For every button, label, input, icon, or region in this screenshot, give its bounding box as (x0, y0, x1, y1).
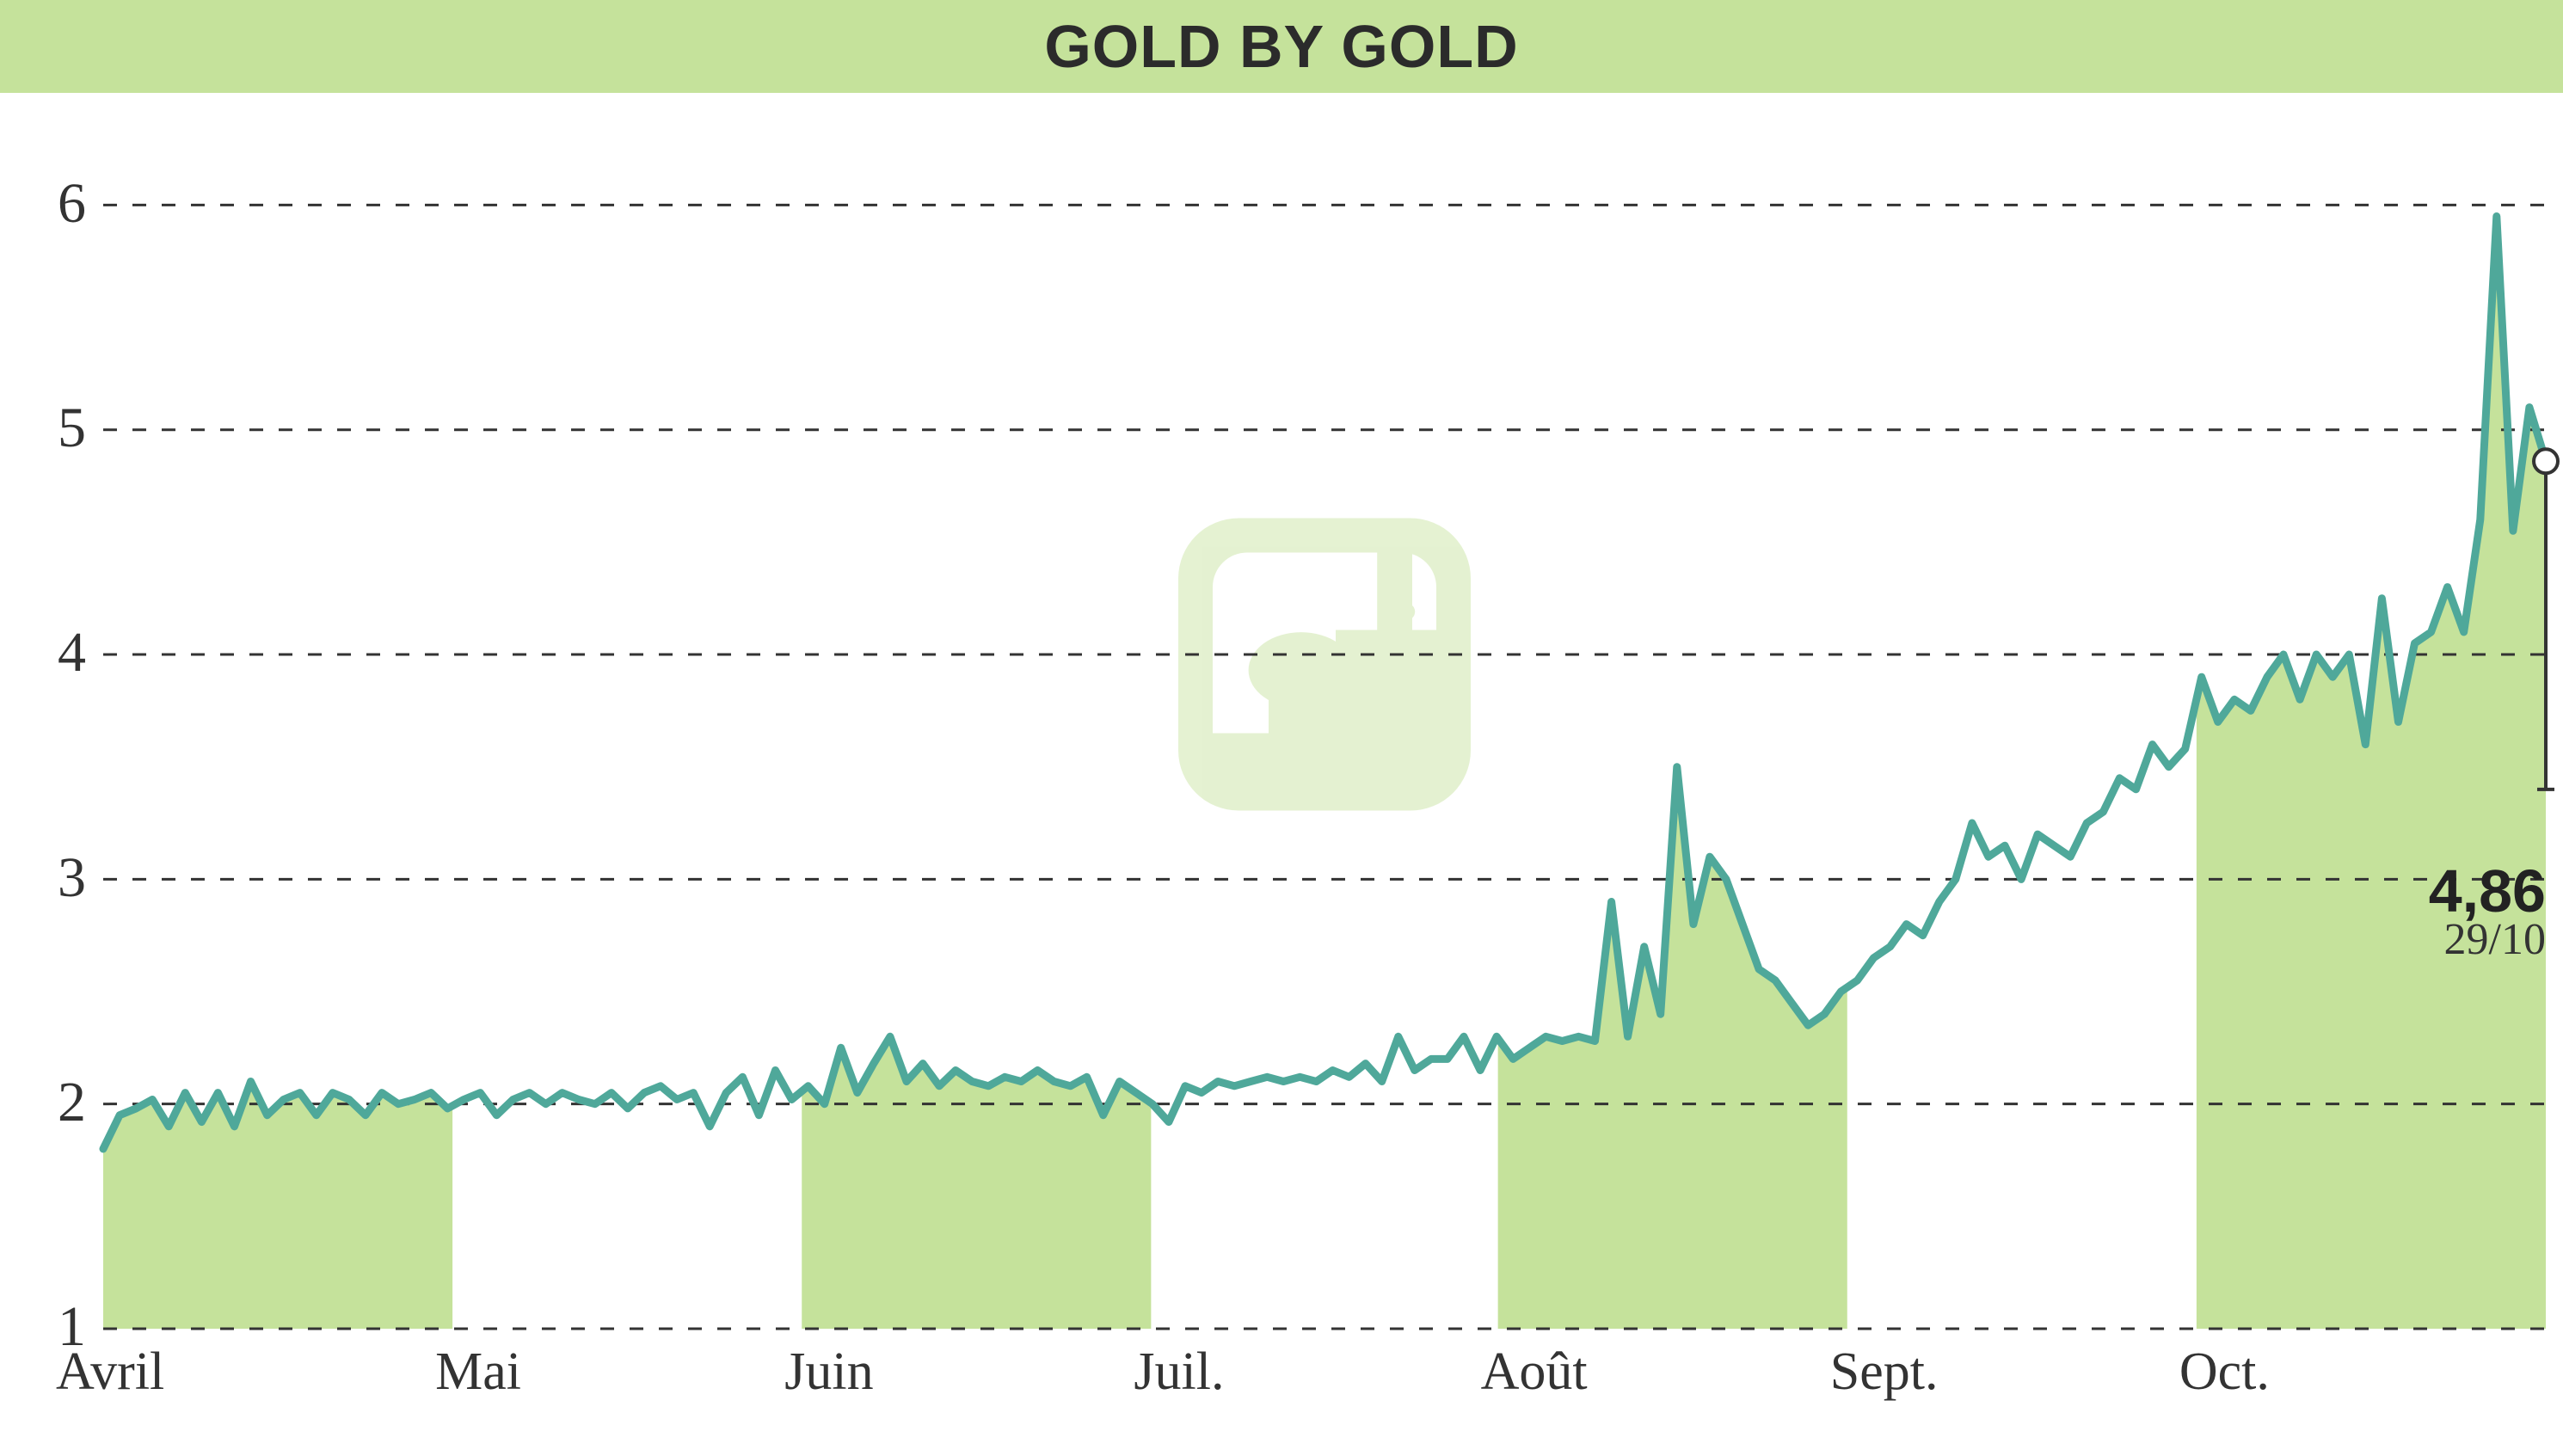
y-tick-label: 3 (0, 845, 86, 911)
y-tick-label: 5 (0, 396, 86, 461)
x-tick-label: Sept. (1830, 1342, 1939, 1403)
x-tick-label: Août (1481, 1342, 1588, 1403)
chart-plot (0, 0, 2563, 1456)
chart-container: GOLD BY GOLD 123456 AvrilMaiJuinJuil.Aoû… (0, 0, 2563, 1456)
y-tick-label: 4 (0, 620, 86, 685)
x-tick-label: Juin (784, 1342, 873, 1403)
watermark-icon (1178, 519, 1471, 811)
x-tick-label: Mai (435, 1342, 521, 1403)
x-tick-label: Oct. (2179, 1342, 2270, 1403)
x-tick-label: Juil. (1134, 1342, 1224, 1403)
y-tick-label: 2 (0, 1070, 86, 1135)
final-date-label: 29/10 (2322, 914, 2546, 965)
y-tick-label: 6 (0, 171, 86, 237)
x-tick-label: Avril (56, 1342, 164, 1403)
